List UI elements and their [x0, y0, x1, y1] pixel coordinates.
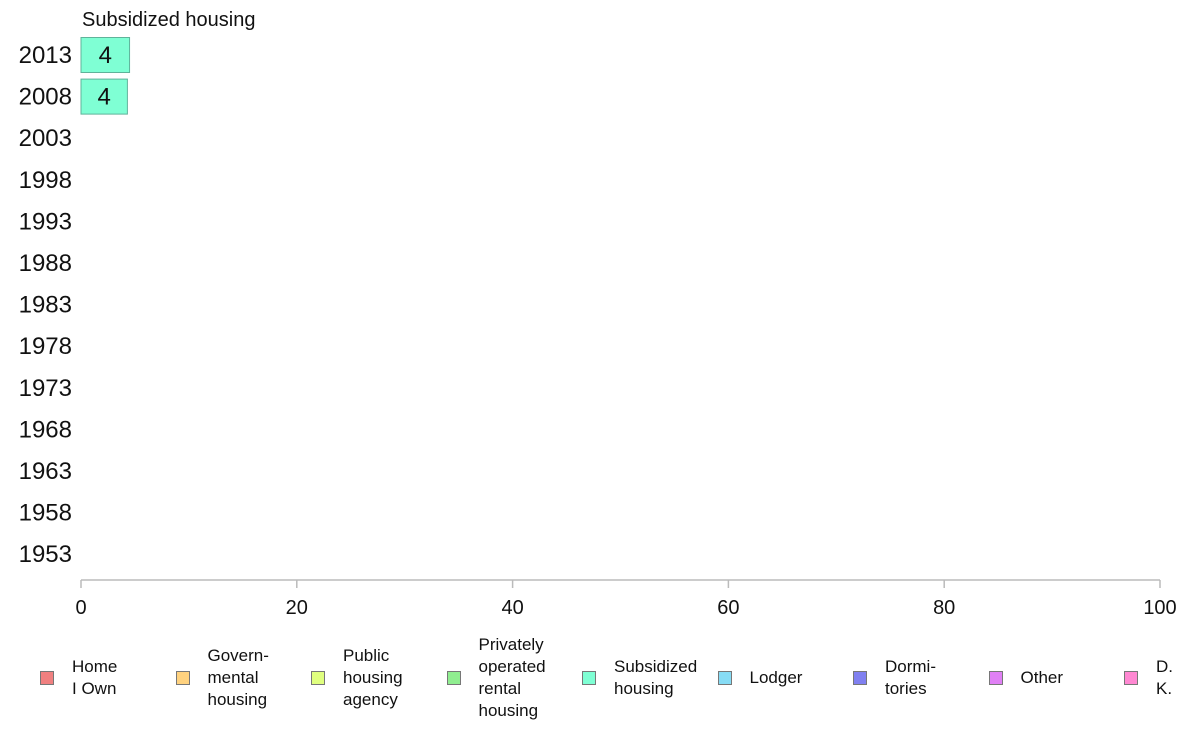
y-tick-label-1993: 1993	[19, 208, 72, 235]
bar-2008	[80, 78, 128, 115]
legend-item-6: Dormi- tories	[853, 628, 936, 728]
bar-2013	[80, 37, 131, 73]
legend-label: Subsidized housing	[614, 657, 698, 698]
y-tick-label-2003: 2003	[19, 125, 72, 152]
legend-item-5: Lodger	[717, 628, 803, 728]
y-tick-label-1958: 1958	[19, 500, 72, 527]
x-tick-label-60: 60	[717, 597, 739, 619]
legend-item-3: Privately operated rental housing	[446, 628, 546, 728]
y-tick-label-1998: 1998	[19, 167, 72, 194]
legend-label: Public housing agency	[343, 646, 403, 709]
y-tick-label-1978: 1978	[19, 333, 72, 360]
legend-label: Dormi- tories	[885, 657, 936, 698]
y-axis-labels: 2013 2008 2003 1998 1993 1988 1983 1978 1973 1968…	[19, 42, 72, 568]
legend-label: Lodger	[749, 668, 803, 687]
bar-value-label-2008: 4	[98, 84, 111, 111]
y-tick-label-2013: 2013	[19, 42, 72, 69]
x-tick-label-0: 0	[75, 597, 86, 619]
legend-item-4: Subsidized housing	[582, 628, 697, 728]
legend-label: Govern- mental housing	[207, 646, 269, 709]
bar-value-label-2013: 4	[99, 42, 112, 69]
y-tick-label-1963: 1963	[19, 458, 72, 485]
legend-swatch	[175, 671, 190, 685]
y-tick-label-1973: 1973	[19, 375, 72, 402]
chart-title: Subsidized housing	[82, 9, 255, 31]
legend-item-1: Govern- mental housing	[175, 628, 269, 728]
legend-label: D. K.	[1156, 657, 1173, 698]
legend-item-2: Public housing agency	[311, 628, 403, 728]
legend-item-0: Home I Own	[40, 628, 117, 728]
legend-label: Other	[1020, 668, 1064, 687]
bars-layer: 44	[80, 37, 131, 115]
legend-swatch	[40, 671, 54, 685]
legend-swatch	[446, 671, 461, 685]
x-tick-label-80: 80	[933, 597, 955, 619]
x-tick-label-20: 20	[286, 597, 308, 619]
legend-item-7: Other	[988, 628, 1064, 728]
legend-label: Privately operated rental housing	[478, 635, 546, 720]
legend: Home I Own Govern- mental housing Public h…	[0, 628, 1188, 728]
y-tick-label-1988: 1988	[19, 250, 72, 277]
x-axis: 0 20 40 60 80 100	[75, 579, 1177, 619]
y-tick-label-1968: 1968	[19, 416, 72, 443]
y-tick-label-1953: 1953	[19, 541, 72, 568]
y-tick-label-1983: 1983	[19, 292, 72, 319]
legend-swatch	[988, 671, 1003, 685]
legend-label: Home I Own	[72, 657, 118, 698]
legend-swatch	[853, 671, 867, 685]
x-tick-label-40: 40	[501, 597, 523, 619]
legend-swatch	[582, 671, 596, 685]
x-tick-label-100: 100	[1143, 597, 1176, 619]
legend-item-8: D. K.	[1124, 628, 1188, 728]
y-tick-label-2008: 2008	[19, 84, 72, 111]
legend-swatch	[311, 671, 325, 685]
legend-swatch	[717, 671, 732, 685]
legend-swatch	[1124, 671, 1138, 685]
